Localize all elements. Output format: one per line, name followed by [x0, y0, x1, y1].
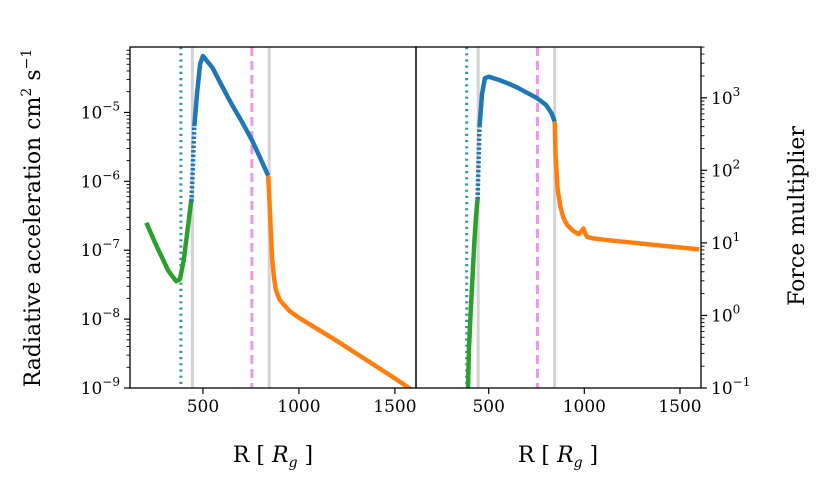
left-y-tick-label: 10−6 [81, 168, 120, 192]
right-axes-frame [415, 46, 702, 389]
left-y-tick-label: 10−9 [81, 375, 120, 399]
left-panel: 500 1000 1500 10−9 10−8 10−7 10−6 10−5 [81, 46, 417, 417]
right-series-orange [552, 121, 700, 252]
left-y-axis-title: Radiative acceleration cm2 s−1 [19, 49, 46, 388]
right-panel: 500 1000 1500 10−1 100 101 102 103 [415, 46, 750, 417]
left-plot-area [144, 47, 414, 388]
left-series-blue-dotted [189, 126, 197, 203]
left-x-axis-title: R [ Rg ] [233, 443, 313, 471]
right-x-tick-label: 1000 [563, 397, 606, 417]
left-x-tick-label: 500 [187, 397, 219, 417]
right-y-tick-label: 101 [711, 230, 740, 254]
right-y-tick-label: 10−1 [711, 375, 750, 399]
right-series-green [465, 199, 480, 388]
right-series-blue [477, 74, 557, 127]
left-y-tick-label: 10−5 [81, 99, 120, 123]
right-y-tick-label: 103 [711, 85, 740, 109]
left-x-tick-label: 1500 [373, 397, 416, 417]
right-x-axis-title: R [ Rg ] [518, 443, 598, 471]
left-axes-frame [129, 46, 417, 389]
right-y-tick-label: 100 [711, 302, 740, 326]
right-y-axis-title: Force multiplier [785, 126, 810, 306]
right-series-blue-dotted [475, 126, 482, 200]
right-x-tick-label: 1500 [658, 397, 701, 417]
left-y-tick-label: 10−7 [81, 237, 120, 261]
left-y-tick-label: 10−8 [81, 306, 120, 330]
left-series-green [144, 198, 194, 284]
left-series-orange [265, 175, 414, 388]
right-y-tick-label: 102 [711, 157, 740, 181]
left-x-tick-label: 1000 [277, 397, 320, 417]
right-plot-area [465, 47, 700, 388]
left-series-blue [192, 53, 271, 177]
right-x-tick-label: 500 [472, 397, 504, 417]
